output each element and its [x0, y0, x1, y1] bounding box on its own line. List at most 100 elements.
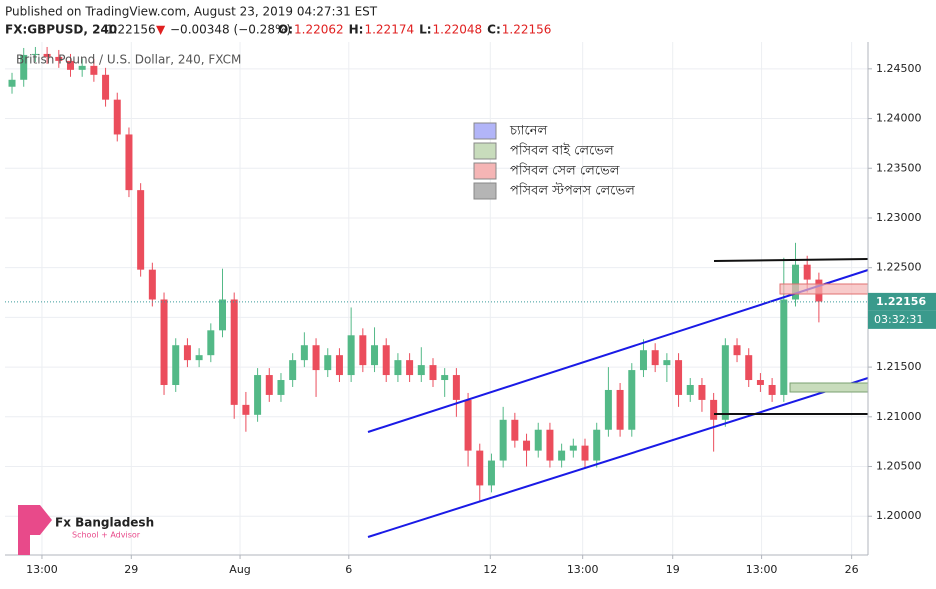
x-tick-label: 12 [483, 563, 497, 576]
last-price-label: 1.22156 [876, 295, 926, 308]
y-tick-label: 1.24000 [876, 112, 922, 125]
y-tick-label: 1.21000 [876, 410, 922, 423]
candles [8, 46, 823, 502]
candle-body [347, 335, 355, 376]
candle-body [569, 445, 577, 451]
legend-swatch [473, 182, 497, 200]
logo-icon [18, 505, 52, 555]
y-tick-label: 1.22500 [876, 261, 922, 274]
candle-body [417, 365, 425, 376]
candle-body [604, 389, 612, 430]
candle-body [710, 399, 718, 420]
candle-body [476, 450, 484, 486]
price: 1.22156 [106, 23, 156, 37]
candle-body [219, 299, 227, 331]
candle-body [546, 429, 554, 461]
y-tick-label: 1.21500 [876, 360, 922, 373]
candle-body [803, 264, 811, 280]
candle-body [441, 375, 449, 381]
candle-body [733, 345, 741, 356]
buy-zone [789, 382, 869, 393]
countdown-box [868, 310, 936, 329]
published: Published on TradingView.com, August 23,… [5, 5, 378, 19]
x-tick-label: 19 [666, 563, 680, 576]
candle-body [183, 345, 191, 361]
x-tick-label: 13:00 [746, 563, 778, 576]
last-price-box [868, 292, 936, 311]
candle-body [207, 330, 215, 356]
candle-body [300, 345, 308, 361]
y-tick-label: 1.20000 [876, 509, 922, 522]
candle-body [113, 99, 121, 135]
candle-body [195, 355, 203, 361]
candle-body [406, 360, 414, 376]
ohlc-value: 1.22174 [364, 23, 414, 37]
candle-body [756, 380, 764, 385]
ohlc-label: L: [419, 23, 431, 37]
candle-body [382, 345, 390, 376]
candle-body [335, 355, 343, 376]
candle-body [265, 375, 273, 395]
legend-swatch [473, 162, 497, 180]
candle-body [125, 134, 133, 191]
x-tick-label: 13:00 [567, 563, 599, 576]
legend-label: পসিবল স্টপলস লেভেল [510, 183, 635, 199]
candle-body [745, 355, 753, 381]
candle-body [616, 389, 624, 430]
sell-zone [779, 283, 869, 295]
symbol: FX:GBPUSD, 240 [5, 23, 117, 37]
candle-body [639, 350, 647, 371]
legend-label: পসিবল বাই লেভেল [510, 143, 614, 159]
candle-body [90, 65, 98, 75]
candle-body [43, 53, 51, 57]
candle-body [581, 445, 589, 461]
candle-body [371, 345, 379, 366]
candle-body [452, 375, 460, 400]
x-tick-label: 26 [845, 563, 859, 576]
legend-swatch [473, 122, 497, 140]
chart-title: British Pound / U.S. Dollar, 240, FXCM [16, 53, 241, 67]
candle-body [102, 74, 110, 100]
x-tick-label: 6 [345, 563, 352, 576]
grid [5, 42, 868, 555]
candle-body [487, 460, 495, 486]
legend-label: পসিবল সেল লেভেল [510, 163, 620, 179]
candle-body [698, 384, 706, 400]
ohlc-value: 1.22048 [433, 23, 483, 37]
x-tick-label: Aug [229, 563, 250, 576]
ohlc-label: C: [487, 23, 501, 37]
candle-body [686, 384, 694, 395]
candle-body [324, 355, 332, 371]
y-tick-label: 1.24500 [876, 62, 922, 75]
candle-body [242, 404, 250, 415]
ohlc-label: H: [349, 23, 364, 37]
candle-body [137, 190, 145, 270]
x-tick-label: 13:00 [26, 563, 58, 576]
ohlc-label: O: [278, 23, 293, 37]
candle-body [429, 365, 437, 381]
level-line [713, 258, 869, 262]
candle-body [289, 360, 297, 381]
candle-body [780, 299, 788, 395]
candle-body [768, 384, 776, 395]
axes: 1.200001.205001.210001.215001.220001.225… [5, 62, 936, 576]
y-tick-label: 1.20500 [876, 460, 922, 473]
candle-body [651, 350, 659, 366]
candle-body [721, 345, 729, 420]
arrow: ▼ [156, 23, 166, 37]
x-tick-label: 29 [124, 563, 138, 576]
candle-body [523, 440, 531, 451]
candle-body [20, 54, 28, 80]
logo-tagline: School + Advisor [72, 531, 141, 540]
candle-body [55, 56, 63, 61]
ohlc-value: 1.22156 [502, 23, 552, 37]
change: −0.00348 (−0.28%) [170, 23, 291, 37]
candle-body [277, 380, 285, 395]
candle-body [160, 299, 168, 385]
ohlc-value: 1.22062 [294, 23, 344, 37]
candle-body [148, 269, 156, 300]
candle-body [312, 345, 320, 371]
legend-label: চ্যানেল [509, 124, 548, 139]
logo-name: Fx Bangladesh [55, 516, 154, 530]
legend: চ্যানেল পসিবল বাই লেভেল পসিবল সেল লেভেল পসি… [473, 122, 635, 200]
